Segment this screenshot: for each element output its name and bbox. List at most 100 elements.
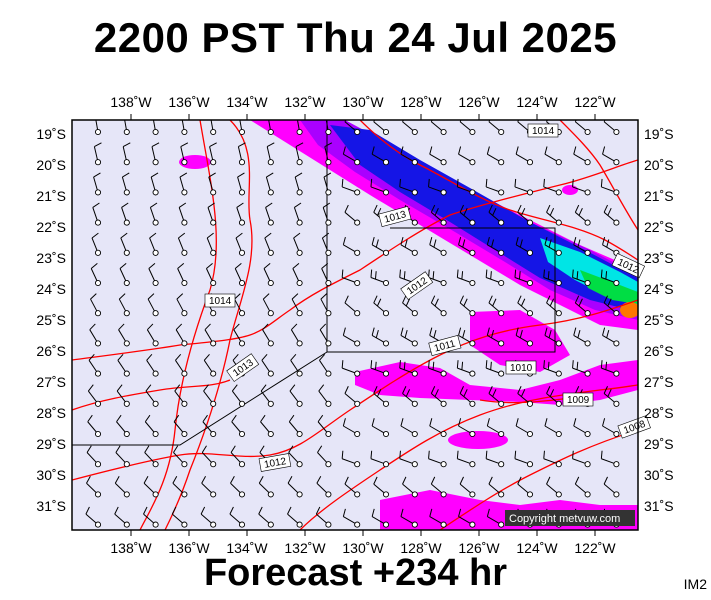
wind-barb: [573, 327, 591, 347]
wind-barb: [144, 414, 159, 438]
wind-barb: [201, 445, 217, 468]
wind-barb: [600, 360, 620, 377]
wind-barb: [371, 418, 390, 438]
lat-tick-label: 26˚S: [644, 343, 674, 359]
wind-barb: [603, 204, 620, 226]
wind-barb: [288, 414, 303, 438]
wind-barb: [514, 450, 534, 468]
wind-barb: [517, 204, 534, 226]
lat-tick-label: 22˚S: [36, 219, 66, 235]
wind-barb: [204, 323, 217, 347]
wind-barb: [143, 506, 159, 528]
wind-barb: [91, 232, 102, 256]
wind-barb: [121, 202, 130, 226]
wind-barb: [148, 262, 159, 287]
wind-barb: [573, 146, 591, 166]
wind-barb: [342, 236, 361, 256]
wind-barb: [321, 262, 332, 287]
wind-barb: [319, 323, 332, 347]
lon-tick-label: 128˚W: [400, 94, 442, 110]
wind-barb: [370, 178, 390, 196]
lat-tick-label: 21˚S: [36, 188, 66, 204]
wind-barb: [200, 506, 217, 528]
wind-barb: [267, 120, 274, 136]
wind-barb: [295, 142, 304, 166]
wind-barb: [458, 236, 476, 256]
wind-barb: [459, 295, 476, 317]
lon-tick-label: 132˚W: [284, 94, 326, 110]
wind-barb: [231, 384, 246, 407]
wind-barb: [572, 360, 591, 377]
map-id-badge: IM2: [683, 576, 707, 592]
wind-barb: [288, 445, 303, 468]
wind-barb: [485, 269, 505, 287]
wind-barb: [488, 120, 505, 136]
wind-barb: [147, 293, 159, 317]
wind-barb: [237, 142, 246, 166]
wind-barb: [258, 506, 274, 528]
wind-barb: [180, 142, 189, 166]
wind-barb: [238, 120, 246, 136]
wind-barb: [87, 414, 102, 438]
wind-barb: [265, 202, 274, 226]
svg-text:1011: 1011: [433, 338, 457, 354]
wind-barb: [429, 236, 447, 256]
wind-barb: [207, 202, 217, 226]
wind-barb: [289, 384, 303, 407]
outline-lines: [72, 120, 556, 446]
wind-barb: [602, 418, 620, 438]
svg-text:1012: 1012: [263, 456, 287, 471]
wind-barb: [459, 204, 476, 226]
wind-barb: [230, 476, 246, 498]
lat-tick-label: 20˚S: [36, 157, 66, 173]
wind-barb: [573, 236, 591, 256]
wind-barb: [89, 323, 102, 347]
wind-barb: [373, 476, 390, 498]
copyright-text: Copyright metvuw.com: [509, 513, 620, 525]
wind-barb: [292, 262, 303, 287]
lat-tick-label: 20˚S: [644, 157, 674, 173]
wind-barb: [234, 293, 246, 317]
wind-barb: [600, 450, 620, 468]
wind-barb: [234, 262, 246, 287]
wind-barb: [90, 262, 102, 287]
lon-tick-label: 126˚W: [458, 540, 500, 556]
wind-barb: [430, 120, 447, 136]
wind-barb: [114, 506, 130, 528]
wind-barb: [176, 293, 188, 317]
wind-barb: [546, 295, 562, 317]
wind-barb: [121, 172, 130, 196]
wind-barb: [458, 418, 476, 438]
wind-barb: [296, 120, 303, 136]
wind-barb: [294, 172, 303, 196]
wind-barb: [341, 178, 361, 196]
lat-tick-label: 21˚S: [644, 188, 674, 204]
wind-barb: [181, 120, 188, 136]
wind-barb: [488, 204, 505, 226]
wind-barb: [459, 120, 476, 136]
wind-barb: [602, 327, 620, 347]
lon-tick-label: 124˚W: [516, 540, 558, 556]
wind-barb: [210, 120, 217, 136]
wind-barb: [172, 476, 188, 498]
wind-barb: [456, 360, 476, 377]
wind-barb: [291, 293, 303, 317]
wind-barb: [428, 269, 447, 287]
wind-barb: [572, 450, 591, 468]
wind-barb: [543, 450, 562, 468]
wind-barb: [324, 142, 333, 166]
wind-barb: [344, 386, 361, 407]
wind-barb: [177, 232, 188, 256]
wind-barb: [456, 178, 476, 196]
lat-tick-label: 19˚S: [644, 126, 674, 142]
wind-barb: [574, 476, 591, 498]
wind-barb: [485, 178, 505, 196]
wind-barb: [287, 476, 303, 498]
wind-barb: [174, 384, 188, 407]
lon-labels-bottom: 138˚W 136˚W 134˚W 132˚W 130˚W 128˚W 126˚W 124˚W…: [110, 530, 616, 556]
rain-patch: [562, 185, 578, 195]
wind-barb: [486, 327, 505, 347]
wind-barb: [543, 178, 562, 196]
wind-barb: [428, 450, 447, 468]
lon-tick-label: 128˚W: [400, 540, 442, 556]
